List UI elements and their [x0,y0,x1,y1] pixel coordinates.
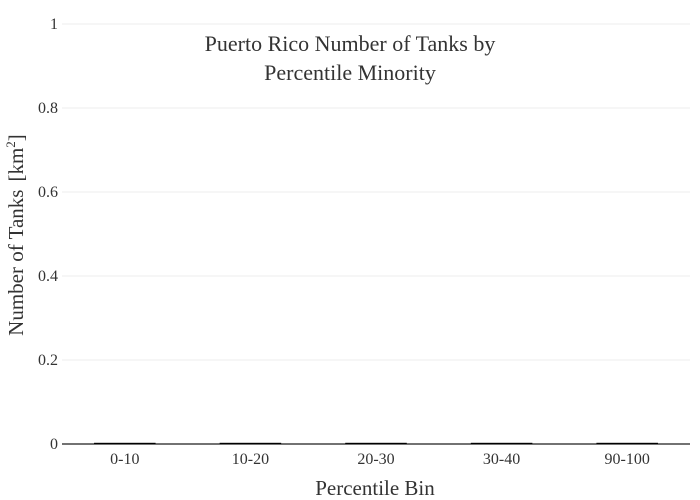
y-tick-label: 0.8 [38,100,58,117]
x-axis-title: Percentile Bin [315,476,435,500]
grid-layer [62,23,690,445]
y-tick-label: 0.2 [38,352,58,369]
bar [94,442,156,444]
chart-title-line-2: Percentile Minority [264,60,436,85]
x-tick-label: 90-100 [605,451,650,468]
x-tick-label: 10-20 [232,451,269,468]
y-axis-title-unit: km [4,148,28,175]
x-tick-labels: 0-10 10-20 20-30 30-40 90-100 [110,451,650,468]
bar-layer [94,442,658,444]
bar [345,442,407,444]
y-tick-label: 1 [50,16,58,33]
x-tick-label: 20-30 [357,451,394,468]
y-tick-label: 0.6 [38,184,58,201]
y-axis-title: Number of Tanks[km2] [3,134,28,336]
y-tick-label: 0.4 [38,268,58,285]
y-axis-title-main: Number of Tanks [4,190,28,336]
bar [219,442,282,444]
chart-title-line-1: Puerto Rico Number of Tanks by [205,31,496,56]
x-tick-label: 0-10 [110,451,139,468]
bar [596,442,658,444]
x-tick-label: 30-40 [483,451,520,468]
y-tick-label: 0 [50,436,58,453]
y-axis-title-unit-exponent: 2 [3,141,18,148]
y-tick-labels: 0 0.2 0.4 0.6 0.8 1 [38,16,58,453]
bar [470,442,533,444]
